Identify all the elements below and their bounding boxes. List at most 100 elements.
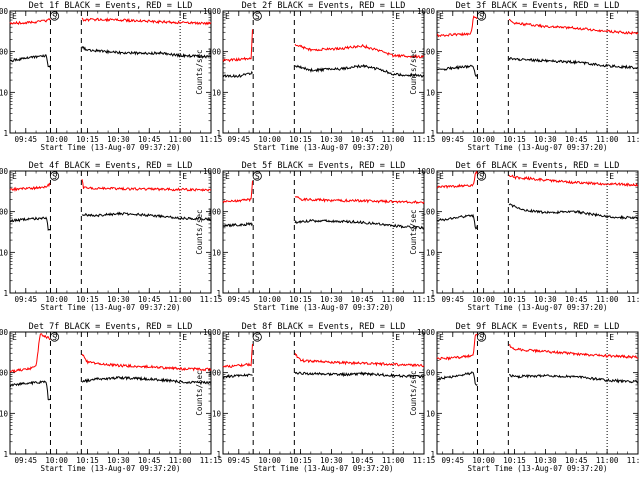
y-tick-label: 100 [421, 208, 435, 217]
x-tick-label: 11:00 [382, 295, 405, 304]
e-start-marker: E [439, 172, 444, 181]
y-tick-label: 10 [0, 88, 8, 97]
lld-rate-line [436, 15, 478, 38]
x-tick-label: 09:45 [14, 135, 37, 144]
detector-panel: Det 2f BLACK = Events, RED = LLD11010010… [195, 1, 435, 152]
lld-rate-line [436, 333, 478, 361]
x-axis-label: Start Time (13-Aug-07 09:37:20) [41, 143, 181, 152]
panel-title: Det 4f BLACK = Events, RED = LLD [29, 161, 193, 171]
y-tick-label: 10 [0, 248, 8, 257]
y-tick-label: 1000 [0, 167, 8, 176]
lld-rate-line [81, 353, 212, 372]
x-tick-label: 10:00 [258, 295, 281, 304]
x-tick-label: 11:15 [627, 456, 640, 465]
y-tick-label: 100 [207, 369, 221, 378]
x-tick-label: 10:15 [76, 456, 99, 465]
y-tick-label: 1000 [203, 167, 222, 176]
x-tick-label: 10:45 [351, 456, 374, 465]
y-tick-label: 100 [0, 369, 8, 378]
panel-title: Det 7f BLACK = Events, RED = LLD [29, 322, 193, 332]
x-tick-label: 10:00 [472, 456, 495, 465]
x-tick-label: 09:45 [441, 295, 464, 304]
plot-frame [222, 170, 425, 294]
e-start-marker: E [439, 12, 444, 21]
x-tick-label: 11:15 [413, 135, 436, 144]
events-rate-line [294, 218, 425, 230]
e-end-marker: E [395, 172, 400, 181]
y-tick-label: 100 [207, 208, 221, 217]
x-tick-label: 11:00 [382, 135, 405, 144]
e-start-marker: E [12, 333, 17, 342]
x-tick-label: 10:45 [565, 295, 588, 304]
events-rate-line [81, 45, 212, 59]
events-rate-line [436, 371, 478, 386]
s-marker-circle [476, 332, 487, 342]
x-tick-label: 10:15 [76, 135, 99, 144]
x-tick-label: 11:00 [169, 295, 192, 304]
x-tick-label: 10:30 [320, 135, 343, 144]
x-axis-label: Start Time (13-Aug-07 09:37:20) [41, 303, 181, 312]
events-rate-line [222, 221, 253, 228]
panel-title: Det 1f BLACK = Events, RED = LLD [29, 1, 193, 11]
events-rate-line [81, 211, 212, 222]
x-tick-label: 11:15 [413, 456, 436, 465]
plot-frame [9, 331, 212, 455]
x-tick-label: 10:15 [289, 135, 312, 144]
lld-rate-line [9, 333, 51, 373]
x-tick-label: 10:15 [289, 456, 312, 465]
x-tick-label: 09:45 [227, 295, 250, 304]
e-end-marker: E [395, 333, 400, 342]
e-end-marker: E [182, 12, 187, 21]
y-tick-label: 1000 [0, 328, 8, 337]
lld-rate-line [508, 18, 639, 35]
e-end-marker: E [609, 333, 614, 342]
panel-title: Det 5f BLACK = Events, RED = LLD [242, 161, 406, 171]
events-rate-line [509, 373, 639, 384]
y-tick-label: 10 [212, 409, 222, 418]
y-tick-label: 1000 [417, 7, 436, 16]
events-rate-line [222, 70, 253, 78]
x-tick-label: 10:45 [565, 135, 588, 144]
x-tick-label: 10:00 [45, 456, 68, 465]
panel-title: Det 8f BLACK = Events, RED = LLD [242, 322, 406, 332]
x-tick-label: 11:00 [382, 456, 405, 465]
x-tick-label: 10:00 [45, 135, 68, 144]
panel-title: Det 2f BLACK = Events, RED = LLD [242, 1, 406, 11]
e-end-marker: E [182, 172, 187, 181]
s-marker-circle [252, 332, 262, 342]
events-rate-line [508, 203, 639, 221]
plot-frame [436, 331, 639, 455]
x-tick-label: 09:45 [14, 295, 37, 304]
s-marker: S [479, 172, 484, 181]
plot-frame [9, 170, 212, 294]
x-tick-label: 11:00 [169, 135, 192, 144]
x-axis-label: Start Time (13-Aug-07 09:37:20) [254, 303, 394, 312]
y-tick-label: 10 [0, 409, 8, 418]
x-tick-label: 11:00 [169, 456, 192, 465]
events-rate-line [294, 371, 425, 379]
s-marker: S [52, 12, 57, 21]
e-end-marker: E [395, 12, 400, 21]
x-tick-label: 11:15 [627, 295, 640, 304]
x-tick-label: 11:00 [596, 135, 619, 144]
y-tick-label: 10 [212, 88, 222, 97]
e-end-marker: E [609, 12, 614, 21]
x-tick-label: 10:45 [565, 456, 588, 465]
x-tick-label: 10:00 [258, 456, 281, 465]
events-rate-line [508, 57, 639, 70]
e-end-marker: E [182, 333, 187, 342]
x-tick-label: 10:00 [472, 295, 495, 304]
y-tick-label: 1 [3, 289, 8, 298]
s-marker-circle [476, 171, 487, 181]
y-tick-label: 1000 [417, 167, 436, 176]
x-tick-label: 10:30 [107, 295, 130, 304]
detector-panel: Det 5f BLACK = Events, RED = LLD11010010… [195, 161, 435, 312]
x-tick-label: 10:00 [258, 135, 281, 144]
panel-title: Det 9f BLACK = Events, RED = LLD [456, 322, 620, 332]
events-rate-line [222, 373, 253, 379]
y-axis-label: Counts/sec [409, 49, 418, 94]
y-tick-label: 1 [216, 450, 221, 459]
lld-rate-line [9, 18, 51, 26]
